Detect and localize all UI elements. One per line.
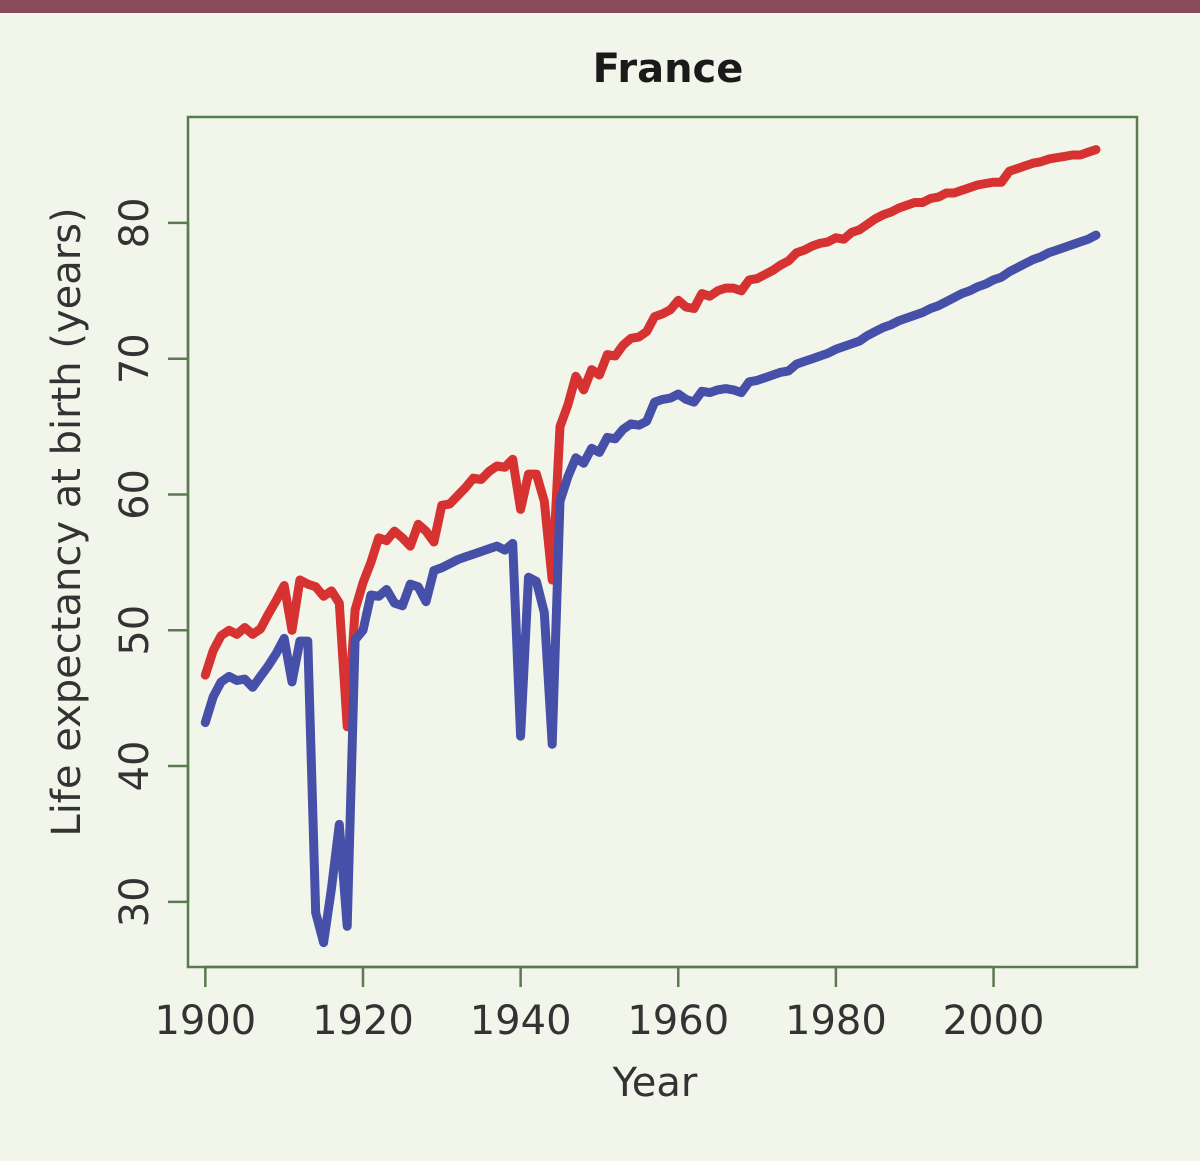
x-tick-label: 1960 <box>627 998 729 1044</box>
series-line-1 <box>200 145 1101 732</box>
x-tick-label: 1940 <box>470 998 572 1044</box>
y-tick-label: 70 <box>112 333 158 384</box>
chart-title: France <box>593 46 744 92</box>
y-tick-label: 80 <box>112 197 158 248</box>
x-tick-label: 1920 <box>312 998 414 1044</box>
x-tick-label: 1900 <box>154 998 256 1044</box>
x-tick-label: 2000 <box>943 998 1045 1044</box>
x-axis: 1900 1920 1940 1960 1980 2000 <box>154 965 1045 1044</box>
y-axis: 30 40 50 60 70 80 <box>112 197 190 927</box>
x-axis-label: Year <box>612 1060 698 1106</box>
y-tick-label: 40 <box>112 741 158 792</box>
y-tick-label: 30 <box>112 876 158 927</box>
y-axis-label: Life expectancy at birth (years) <box>44 207 90 836</box>
series-group <box>200 145 1101 948</box>
y-tick-label: 50 <box>112 605 158 656</box>
y-tick-label: 60 <box>112 469 158 520</box>
top-accent-bar <box>0 0 1200 13</box>
x-tick-label: 1980 <box>785 998 887 1044</box>
series-line-2 <box>200 230 1101 948</box>
plot-frame <box>186 115 1139 969</box>
